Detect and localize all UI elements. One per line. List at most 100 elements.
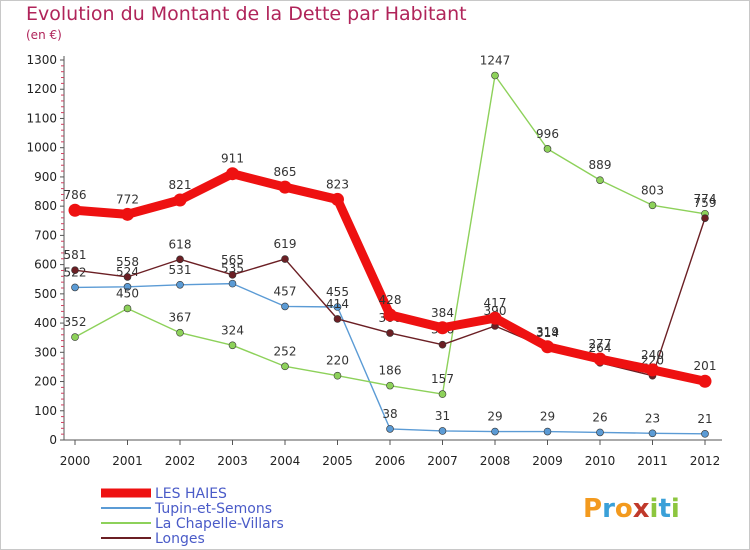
data-label: 252 [274, 344, 297, 358]
data-label: 23 [645, 411, 660, 425]
x-tick-label: 2006 [375, 454, 406, 468]
x-tick-label: 2007 [427, 454, 458, 468]
data-label: 821 [169, 178, 192, 192]
data-label: 774 [694, 192, 717, 206]
x-tick-label: 2003 [217, 454, 248, 468]
x-tick-label: 2012 [690, 454, 721, 468]
legend-label: Longes [155, 531, 205, 547]
data-label: 996 [536, 127, 559, 141]
y-tick-label: 1000 [26, 141, 57, 155]
data-label: 26 [592, 410, 607, 424]
data-point [331, 192, 344, 206]
data-point [646, 363, 659, 377]
data-point [121, 207, 134, 221]
data-point [436, 321, 449, 335]
data-label: 29 [540, 410, 555, 424]
data-point [386, 329, 394, 337]
y-tick-label: 900 [34, 170, 57, 184]
data-point [226, 167, 239, 181]
x-tick-label: 2004 [270, 454, 301, 468]
y-tick-label: 700 [34, 228, 57, 242]
data-label: 352 [64, 315, 87, 329]
data-point [176, 280, 184, 289]
data-point [488, 311, 502, 325]
data-label: 390 [484, 304, 507, 318]
data-label: 450 [116, 286, 139, 300]
data-label: 186 [379, 364, 402, 378]
chart-title: Evolution du Montant de la Dette par Hab… [26, 3, 467, 25]
data-point [596, 428, 604, 437]
legend-label: LES HAIES [155, 486, 227, 502]
data-point [593, 352, 607, 366]
data-point [383, 308, 397, 322]
data-label: 314 [536, 326, 559, 340]
data-label: 618 [169, 237, 192, 251]
data-point [281, 362, 289, 371]
x-tick-label: 2009 [532, 454, 563, 468]
data-point [333, 315, 342, 323]
data-point [278, 180, 292, 194]
data-point [68, 203, 82, 217]
data-label: 759 [694, 196, 717, 210]
data-label: 157 [431, 372, 454, 386]
data-label: 367 [169, 311, 192, 325]
data-label: 535 [221, 262, 244, 276]
data-point [71, 283, 79, 292]
data-point [123, 304, 132, 313]
data-label: 786 [64, 188, 87, 202]
data-point [596, 176, 604, 184]
data-label: 889 [589, 158, 612, 172]
y-tick-label: 1200 [26, 82, 57, 96]
x-tick-label: 2000 [60, 454, 91, 468]
data-label: 31 [435, 409, 450, 423]
x-tick-label: 2011 [637, 454, 668, 468]
data-point [71, 333, 79, 341]
data-label: 803 [641, 183, 664, 197]
data-point [438, 390, 447, 398]
data-point [543, 145, 552, 153]
data-point [123, 283, 132, 291]
data-point [541, 340, 554, 354]
data-label: 240 [641, 348, 664, 362]
data-label: 324 [221, 323, 244, 337]
data-point [71, 266, 79, 274]
data-label: 565 [221, 253, 244, 267]
data-label: 29 [487, 410, 502, 424]
x-tick-label: 2005 [322, 454, 353, 468]
y-tick-label: 500 [34, 287, 57, 301]
data-label: 319 [536, 325, 559, 339]
data-label: 220 [326, 354, 349, 368]
data-point [386, 381, 394, 390]
y-tick-label: 800 [34, 199, 57, 213]
x-tick-label: 2010 [585, 454, 616, 468]
data-point [491, 427, 499, 436]
data-point [281, 302, 289, 311]
data-label: 823 [326, 177, 349, 191]
x-tick-label: 2001 [112, 454, 143, 468]
y-tick-label: 200 [34, 375, 57, 389]
data-point [648, 429, 657, 438]
data-point [648, 201, 657, 210]
data-point [333, 371, 342, 380]
data-point [123, 273, 132, 281]
data-point [228, 279, 237, 288]
y-tick-label: 1300 [26, 53, 57, 67]
data-label: 264 [589, 341, 612, 355]
y-tick-label: 600 [34, 258, 57, 272]
y-tick-label: 0 [49, 433, 57, 447]
data-point [701, 214, 709, 222]
data-point [543, 427, 552, 436]
data-point [333, 303, 342, 311]
data-label: 417 [484, 296, 507, 310]
data-label: 581 [64, 248, 87, 262]
data-point [698, 374, 712, 388]
data-point [701, 430, 709, 438]
proxiti-logo: Proxiti [583, 494, 680, 524]
y-tick-label: 300 [34, 345, 57, 359]
data-label: 277 [589, 337, 612, 351]
data-label: 457 [274, 284, 297, 298]
data-label: 428 [379, 293, 402, 307]
data-point [438, 340, 447, 349]
data-label: 38 [382, 407, 397, 421]
